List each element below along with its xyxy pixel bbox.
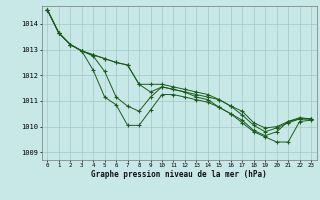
X-axis label: Graphe pression niveau de la mer (hPa): Graphe pression niveau de la mer (hPa)	[91, 170, 267, 179]
